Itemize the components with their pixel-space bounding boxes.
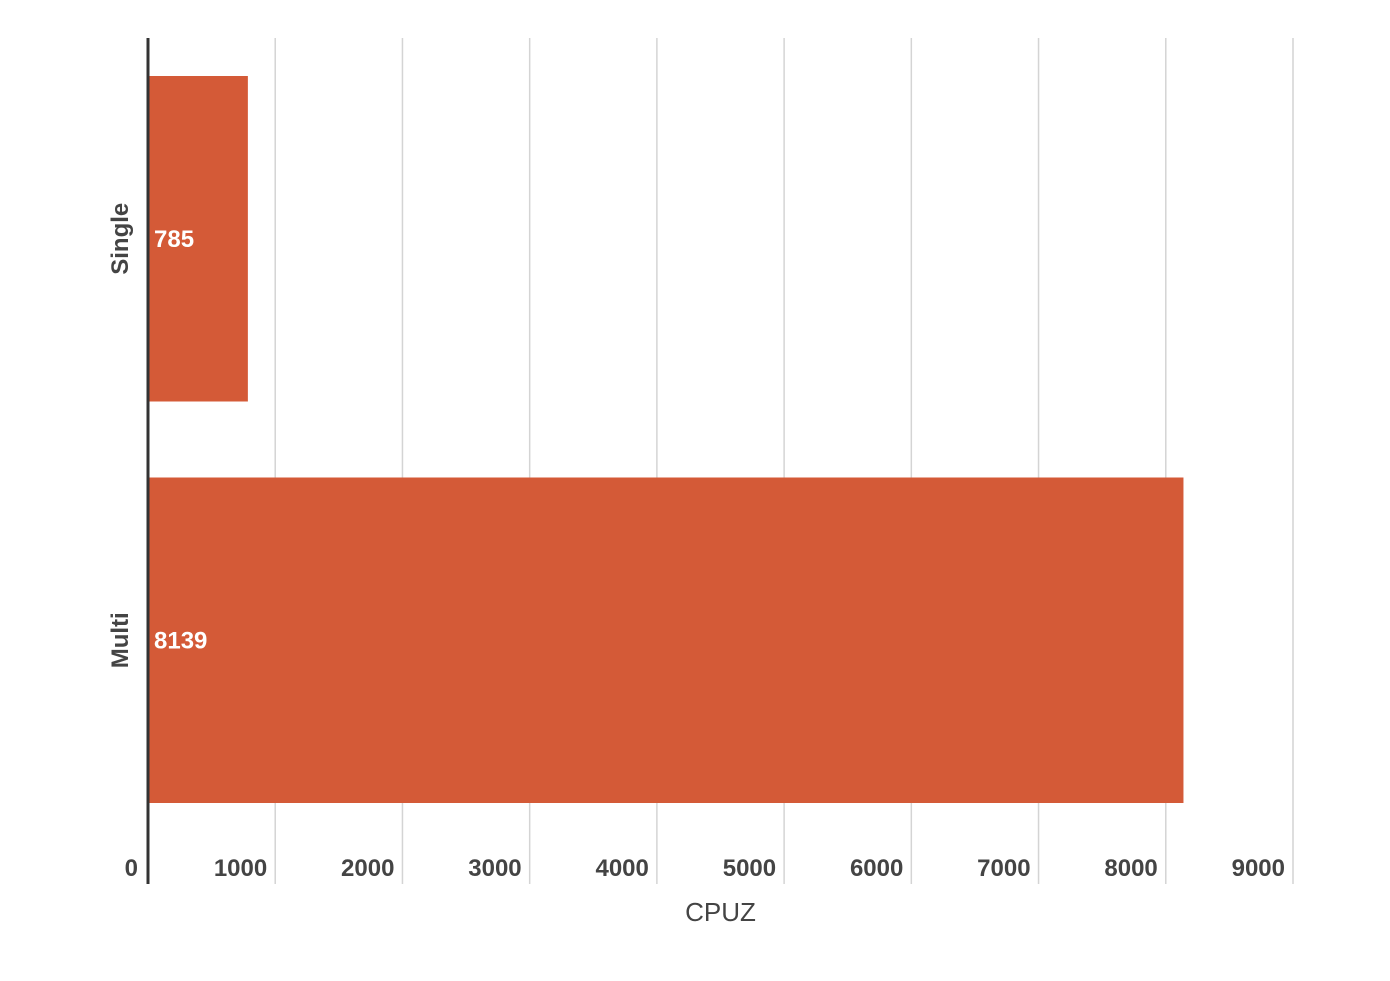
x-tick-label: 7000	[977, 855, 1030, 882]
data-labels: 785 8139	[154, 226, 207, 655]
x-tick-labels: 0 1000 2000 3000 4000 5000 6000 7000 8000 9000	[125, 855, 1285, 882]
bar-single	[148, 76, 248, 402]
x-tick-label: 6000	[850, 855, 903, 882]
category-labels: Single Multi	[107, 203, 134, 669]
x-tick-label: 2000	[341, 855, 394, 882]
x-tick-label: 5000	[723, 855, 776, 882]
x-tick-label: 0	[125, 855, 138, 882]
x-tick-label: 3000	[468, 855, 521, 882]
x-tick-label: 1000	[214, 855, 267, 882]
category-label: Single	[107, 203, 134, 275]
category-label: Multi	[107, 612, 134, 668]
bar-multi	[148, 477, 1184, 803]
gridlines	[274, 38, 1294, 884]
x-tick-label: 9000	[1232, 855, 1285, 882]
bars	[148, 76, 1184, 803]
data-label: 8139	[154, 627, 207, 654]
x-tick-label: 8000	[1104, 855, 1157, 882]
x-tick-label: 4000	[595, 855, 648, 882]
x-axis-title: CPUZ	[685, 897, 756, 927]
data-label: 785	[154, 226, 194, 253]
